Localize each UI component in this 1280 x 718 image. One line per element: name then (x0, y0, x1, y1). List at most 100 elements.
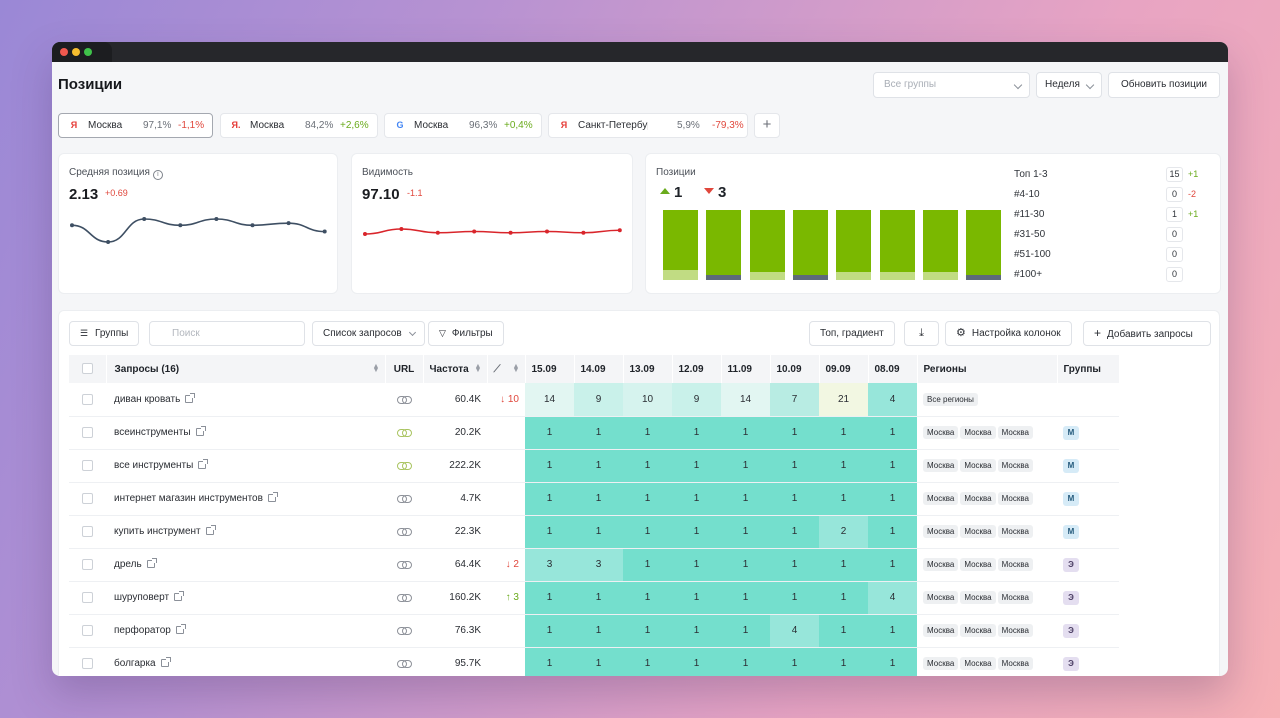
position-cell[interactable]: 1 (623, 449, 672, 483)
engine-tab[interactable]: G Москва 96,3% +0,4% (384, 113, 542, 138)
query-text[interactable]: дрель (114, 559, 142, 570)
top-gradient-button[interactable]: Топ, градиент (809, 321, 895, 346)
query-text[interactable]: перфоратор (114, 625, 171, 636)
position-cell[interactable]: 1 (770, 449, 819, 483)
group-badge[interactable]: М (1063, 458, 1079, 473)
query-list-select[interactable]: Список запросов (312, 321, 425, 346)
position-cell[interactable]: 1 (672, 416, 721, 450)
external-link-icon[interactable] (160, 657, 171, 667)
position-cell[interactable]: 7 (770, 383, 819, 417)
position-cell[interactable]: 1 (819, 416, 868, 450)
position-cell[interactable]: 1 (623, 482, 672, 516)
position-cell[interactable]: 1 (868, 416, 917, 450)
position-cell[interactable]: 1 (819, 449, 868, 483)
group-select[interactable]: Все группы (873, 72, 1030, 98)
link-icon[interactable] (397, 593, 412, 602)
position-cell[interactable]: 1 (672, 581, 721, 615)
group-badge[interactable]: Э (1063, 656, 1079, 671)
position-cell[interactable]: 1 (672, 614, 721, 648)
date-column-header[interactable]: 11.09 (721, 355, 771, 383)
position-cell[interactable]: 1 (574, 614, 623, 648)
external-link-icon[interactable] (174, 591, 185, 601)
frequency-column-header[interactable]: Частота ▲ ▼ (423, 355, 488, 383)
position-cell[interactable]: 1 (574, 647, 623, 676)
query-text[interactable]: болгарка (114, 658, 156, 669)
position-cell[interactable]: 1 (868, 647, 917, 676)
position-cell[interactable]: 1 (525, 482, 574, 516)
position-cell[interactable]: 1 (672, 548, 721, 582)
update-positions-button[interactable]: Обновить позиции (1108, 72, 1220, 98)
link-icon[interactable] (397, 560, 412, 569)
external-link-icon[interactable] (195, 426, 206, 436)
position-cell[interactable]: 1 (770, 515, 819, 549)
row-checkbox[interactable] (82, 525, 93, 537)
link-icon[interactable] (397, 428, 412, 437)
query-text[interactable]: купить инструмент (114, 526, 201, 537)
query-text[interactable]: интернет магазин инструментов (114, 493, 263, 504)
close-window-icon[interactable] (60, 48, 68, 56)
query-text[interactable]: диван кровать (114, 393, 181, 405)
table-row[interactable]: купить инструмент 22.3K 1 1 1 1 1 1 2 1 Москва Моск… (69, 515, 1119, 549)
query-text[interactable]: все инструменты (114, 460, 194, 471)
filters-button[interactable]: ▽ Фильтры (428, 321, 504, 346)
row-checkbox[interactable] (82, 657, 93, 669)
position-cell[interactable]: 1 (819, 581, 868, 615)
date-column-header[interactable]: 12.09 (672, 355, 722, 383)
position-cell[interactable]: 1 (770, 581, 819, 615)
position-cell[interactable]: 14 (525, 383, 574, 417)
position-cell[interactable]: 1 (770, 548, 819, 582)
group-badge[interactable]: Э (1063, 623, 1079, 638)
engine-tab[interactable]: Я Москва 97,1% -1,1% (58, 113, 213, 138)
trend-column-header[interactable]: ⟋ ▲ ▼ (487, 355, 526, 383)
row-checkbox[interactable] (82, 624, 93, 636)
position-cell[interactable]: 1 (721, 614, 770, 648)
external-link-icon[interactable] (205, 525, 216, 535)
position-cell[interactable]: 14 (721, 383, 770, 417)
position-cell[interactable]: 1 (672, 515, 721, 549)
external-link-icon[interactable] (175, 624, 186, 634)
position-cell[interactable]: 1 (770, 416, 819, 450)
maximize-window-icon[interactable] (84, 48, 92, 56)
position-cell[interactable]: 1 (819, 548, 868, 582)
row-checkbox[interactable] (82, 393, 93, 405)
date-column-header[interactable]: 15.09 (525, 355, 575, 383)
position-cell[interactable]: 1 (819, 482, 868, 516)
query-text[interactable]: шуруповерт (114, 592, 170, 603)
date-column-header[interactable]: 08.09 (868, 355, 918, 383)
position-cell[interactable]: 1 (574, 416, 623, 450)
columns-settings-button[interactable]: ⚙ Настройка колонок (945, 321, 1072, 346)
queries-column-header[interactable]: Запросы (16) ▲ ▼ (106, 355, 386, 383)
position-cell[interactable]: 2 (819, 515, 868, 549)
row-checkbox[interactable] (82, 459, 93, 471)
download-button[interactable]: ⤓ (904, 321, 939, 346)
link-icon[interactable] (397, 461, 412, 470)
position-cell[interactable]: 1 (525, 614, 574, 648)
date-column-header[interactable]: 14.09 (574, 355, 624, 383)
position-cell[interactable]: 4 (770, 614, 819, 648)
table-row[interactable]: шуруповерт 160.2K ↑ 3 1 1 1 1 1 1 1 4 Москва Москва М… (69, 581, 1119, 615)
table-row[interactable]: болгарка 95.7K 1 1 1 1 1 1 1 1 Москва Москва Москва Э (69, 647, 1119, 676)
external-link-icon[interactable] (185, 392, 196, 403)
info-icon[interactable]: i (152, 170, 163, 180)
period-select[interactable]: Неделя (1036, 72, 1102, 98)
position-cell[interactable]: 21 (819, 383, 868, 417)
position-cell[interactable]: 1 (574, 581, 623, 615)
groups-button[interactable]: ☰ Группы (69, 321, 140, 346)
external-link-icon[interactable] (267, 492, 278, 502)
position-cell[interactable]: 1 (721, 416, 770, 450)
position-cell[interactable]: 1 (574, 515, 623, 549)
date-column-header[interactable]: 13.09 (623, 355, 673, 383)
position-cell[interactable]: 1 (721, 482, 770, 516)
group-badge[interactable]: М (1063, 491, 1079, 506)
position-cell[interactable]: 1 (672, 482, 721, 516)
add-engine-button[interactable]: + (754, 113, 780, 138)
position-cell[interactable]: 1 (525, 416, 574, 450)
position-cell[interactable]: 1 (623, 581, 672, 615)
position-cell[interactable]: 1 (868, 482, 917, 516)
position-cell[interactable]: 1 (721, 548, 770, 582)
position-cell[interactable]: 1 (574, 482, 623, 516)
group-badge[interactable]: М (1063, 425, 1079, 440)
position-cell[interactable]: 1 (525, 515, 574, 549)
position-cell[interactable]: 1 (623, 647, 672, 676)
table-row[interactable]: всеинструменты 20.2K 1 1 1 1 1 1 1 1 Москва Москва М… (69, 416, 1119, 450)
